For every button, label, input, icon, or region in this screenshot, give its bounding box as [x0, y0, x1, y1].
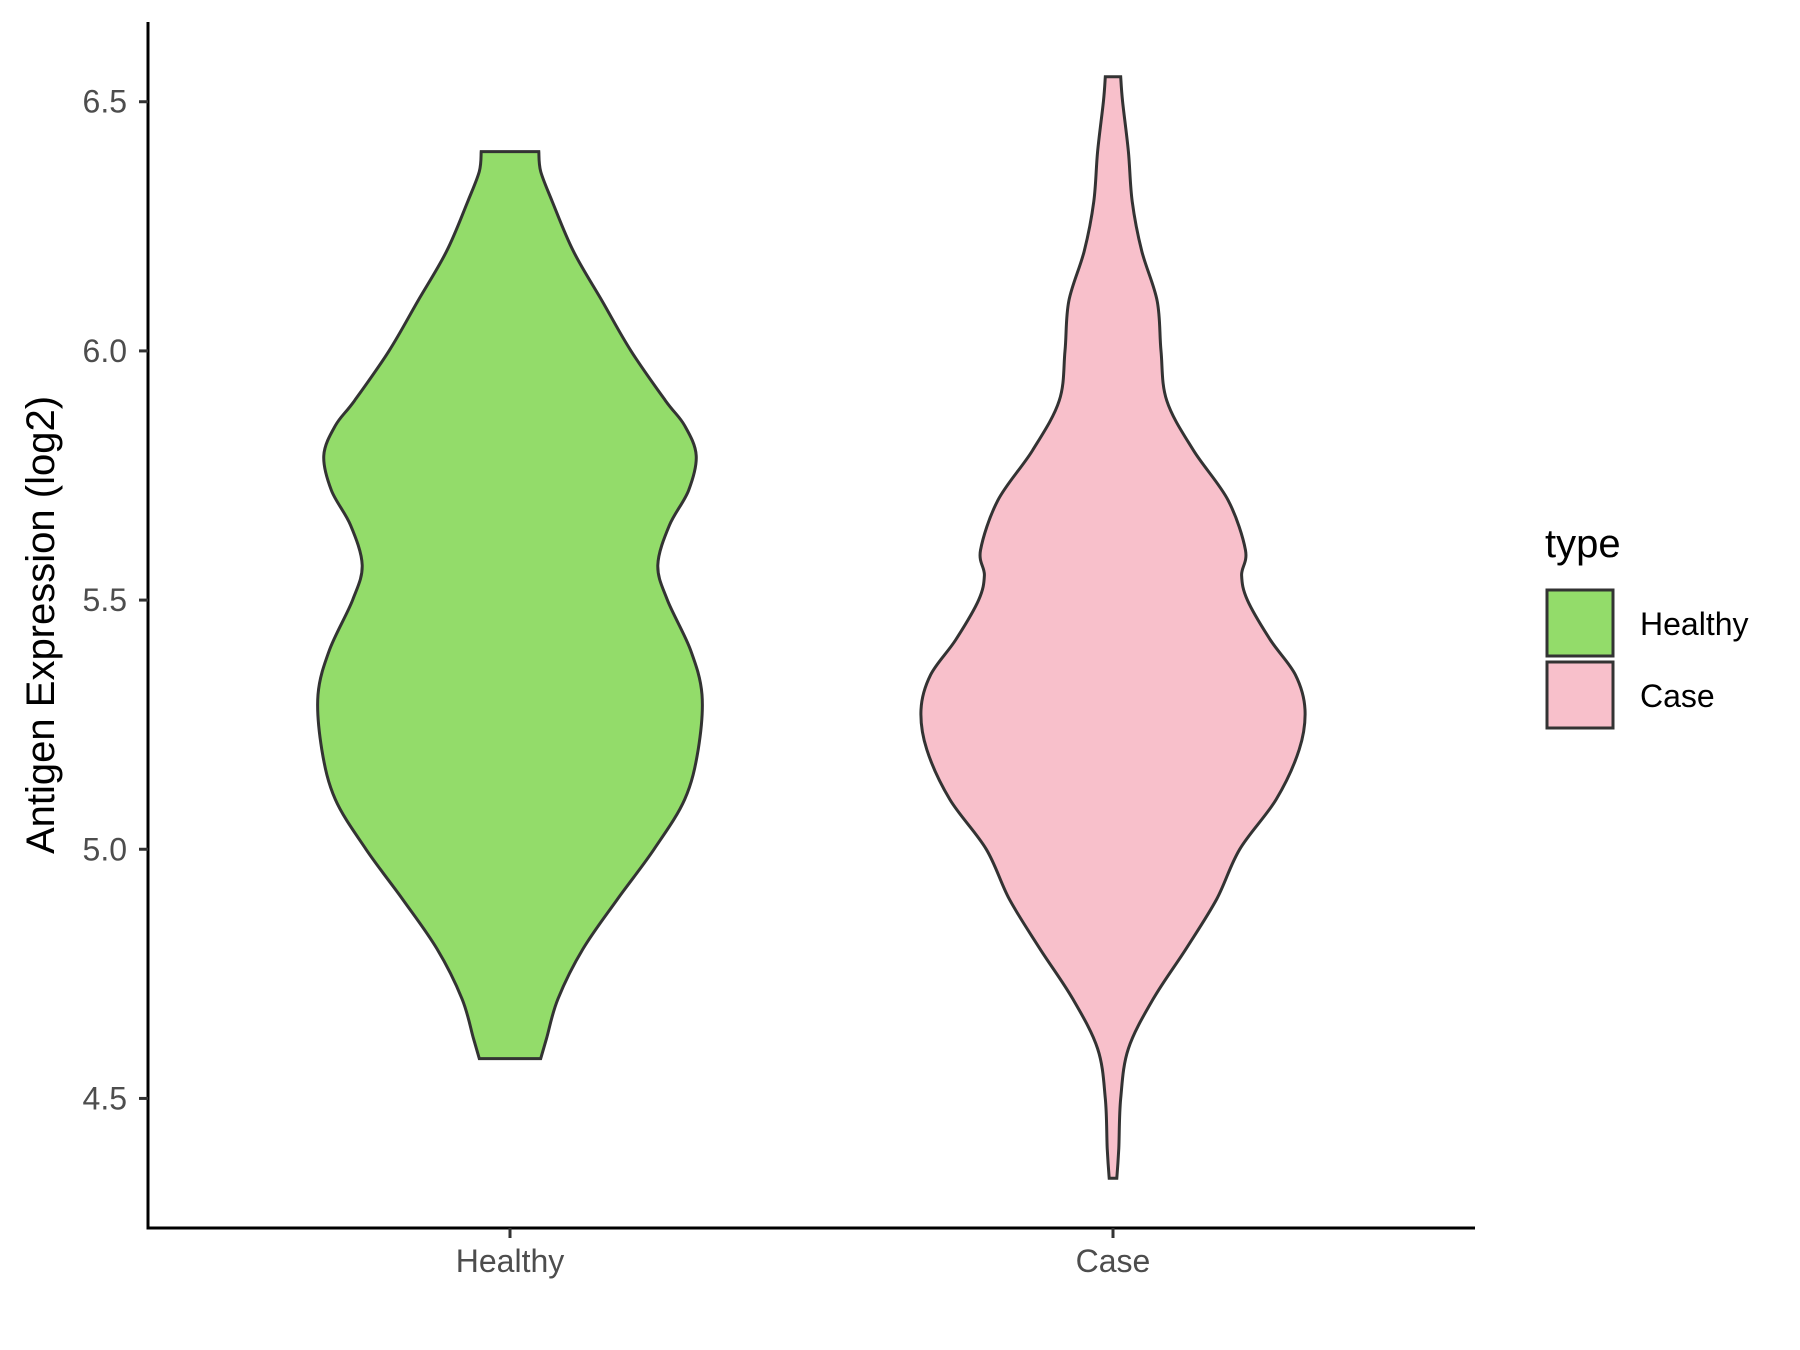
legend: Healthy Case	[1545, 588, 1749, 730]
violin-healthy	[316, 150, 704, 1061]
y-tick-label: 6.5	[83, 84, 127, 120]
y-tick-label: 4.5	[83, 1080, 127, 1116]
violins-layer	[316, 75, 1307, 1180]
legend-label-healthy: Healthy	[1640, 606, 1749, 642]
y-tick-label: 5.0	[83, 831, 127, 867]
x-axis-ticks: Healthy Case	[456, 1228, 1151, 1279]
legend-label-case: Case	[1640, 678, 1715, 714]
y-axis-ticks: 4.5 5.0 5.5 6.0 6.5	[83, 84, 148, 1116]
legend-swatch-case	[1545, 660, 1615, 730]
x-tick-label-case: Case	[1076, 1243, 1151, 1279]
y-tick-label: 5.5	[83, 582, 127, 618]
violin-case	[919, 75, 1307, 1180]
y-tick-label: 6.0	[83, 333, 127, 369]
x-tick-label-healthy: Healthy	[456, 1243, 565, 1279]
legend-swatch-healthy	[1545, 588, 1615, 658]
y-axis-title: Antigen Expression (log2)	[19, 396, 63, 854]
legend-title: type	[1545, 522, 1621, 566]
